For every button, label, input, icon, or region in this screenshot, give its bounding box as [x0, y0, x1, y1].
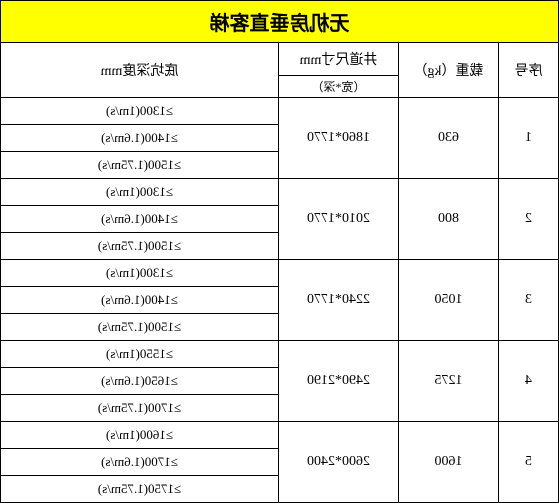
cell-depth: ≥1300(1m/s): [1, 179, 279, 206]
table-title: 无机房垂直客梯: [0, 0, 559, 42]
cell-depth: ≥1300(1m/s): [1, 260, 279, 287]
cell-depth: ≥1400(1.6m/s): [1, 125, 279, 152]
header-seq: 序号: [499, 43, 559, 98]
cell-depth: ≥1400(1.6m/s): [1, 287, 279, 314]
table-row: 412752490*2190≥1550(1m/s): [1, 341, 559, 368]
header-well-top: 井道尺寸mm: [279, 43, 399, 76]
header-well-sub: （宽*深）: [279, 76, 399, 98]
cell-well: 2010*1770: [279, 179, 399, 260]
cell-seq: 3: [499, 260, 559, 341]
header-row: 序号 载重（kg） 井道尺寸mm 底坑深度mm: [1, 43, 559, 76]
table-row: 310502240*1770≥1300(1m/s): [1, 260, 559, 287]
cell-seq: 1: [499, 98, 559, 179]
cell-load: 1050: [399, 260, 499, 341]
cell-seq: 4: [499, 341, 559, 422]
cell-depth: ≥1400(1.6m/s): [1, 206, 279, 233]
header-depth: 底坑深度mm: [1, 43, 279, 98]
cell-depth: ≥1300(1m/s): [1, 98, 279, 125]
cell-depth: ≥1500(1.75m/s): [1, 152, 279, 179]
cell-seq: 5: [499, 422, 559, 503]
cell-load: 800: [399, 179, 499, 260]
cell-depth: ≥1500(1.75m/s): [1, 233, 279, 260]
cell-depth: ≥1650(1.6m/s): [1, 368, 279, 395]
table-row: 16301860*1770≥1300(1m/s): [1, 98, 559, 125]
table-row: 516002600*2400≥1600(1m/s): [1, 422, 559, 449]
table-row: 28002010*1770≥1300(1m/s): [1, 179, 559, 206]
cell-load: 1275: [399, 341, 499, 422]
cell-depth: ≥1550(1m/s): [1, 341, 279, 368]
cell-well: 2490*2190: [279, 341, 399, 422]
cell-well: 2240*1770: [279, 260, 399, 341]
cell-depth: ≥1700(1.75m/s): [1, 395, 279, 422]
cell-depth: ≥1700(1.6m/s): [1, 449, 279, 476]
header-load: 载重（kg）: [399, 43, 499, 98]
cell-well: 2600*2400: [279, 422, 399, 503]
cell-seq: 2: [499, 179, 559, 260]
spec-table: 序号 载重（kg） 井道尺寸mm 底坑深度mm （宽*深） 16301860*1…: [0, 42, 559, 503]
cell-depth: ≥1750(1.75m/s): [1, 476, 279, 503]
cell-well: 1860*1770: [279, 98, 399, 179]
elevator-spec-table: 无机房垂直客梯 序号 载重（kg） 井道尺寸mm 底坑深度mm （宽*深） 16…: [0, 0, 559, 500]
cell-depth: ≥1600(1m/s): [1, 422, 279, 449]
cell-depth: ≥1500(1.75m/s): [1, 314, 279, 341]
cell-load: 1600: [399, 422, 499, 503]
cell-load: 630: [399, 98, 499, 179]
